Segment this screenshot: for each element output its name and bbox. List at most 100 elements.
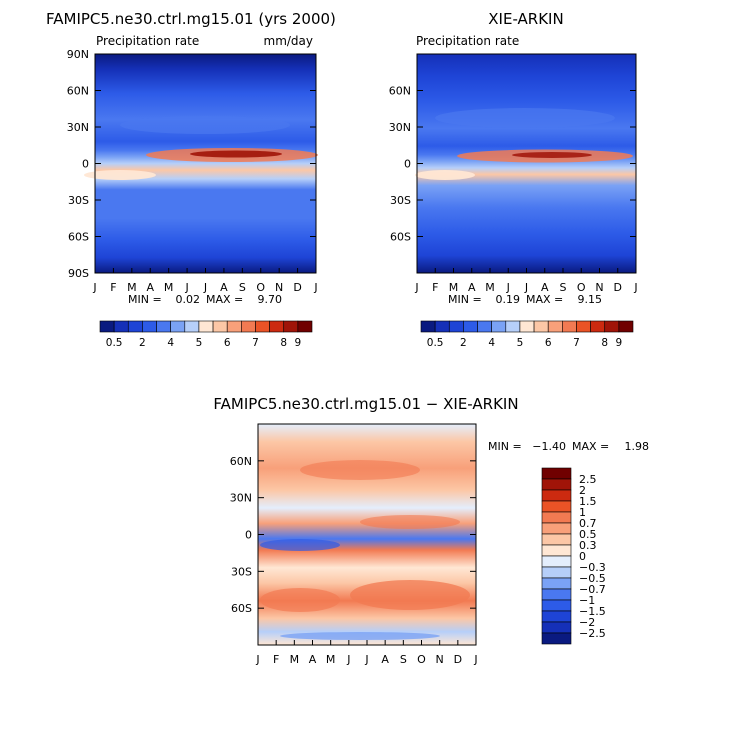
panel-diff-legend-label: −2: [579, 616, 595, 629]
panel-diff-legend-label: 1: [579, 506, 586, 519]
panel-diff-legend-swatch: [541, 610, 572, 623]
panel-model-field: [95, 54, 316, 273]
panel-obs-colorbar-swatch: [590, 320, 606, 333]
panel-model-colorbar-swatch: [255, 320, 270, 333]
panel-model-xtick-label: A: [220, 281, 228, 294]
panel-obs-colorbar-label: 0.5: [427, 337, 444, 349]
panel-diff-legend-swatch: [541, 588, 572, 601]
panel-diff-legend-label: −1.5: [579, 605, 606, 618]
panel-model-min-label: MIN =: [128, 293, 162, 306]
panel-model-colorbar-label: 7: [252, 337, 259, 349]
panel-model-colorbar-swatch: [113, 320, 129, 333]
panel-model-xtick-label: N: [275, 281, 283, 294]
panel-model-max-label: MAX =: [206, 293, 243, 306]
panel-diff-legend-swatch: [541, 489, 572, 502]
panel-model-colorbar-label: 4: [167, 337, 174, 349]
panel-obs-field: [417, 54, 636, 273]
panel-diff-legend-label: 2: [579, 484, 586, 497]
panel-model-xtick-label: J: [92, 281, 96, 294]
panel-model-xtick-label: M: [164, 281, 174, 294]
panel-obs-colorbar-swatch: [533, 320, 549, 333]
panel-obs-colorbar-label: 2: [460, 337, 467, 349]
panel-diff-legend-swatch: [541, 632, 572, 645]
panel-model-xtick-label: F: [110, 281, 116, 294]
panel-model-colorbar-label: 2: [139, 337, 146, 349]
panel-model-colorbar-swatch: [99, 320, 115, 333]
panel-diff-legend-swatch: [541, 621, 572, 634]
panel-obs-colorbar-swatch: [618, 320, 634, 333]
panel-obs-colorbar-label: 6: [545, 337, 552, 349]
panel-diff-xtick-label: O: [417, 653, 426, 666]
panel-model-colorbar-label: 9: [295, 337, 302, 349]
panel-obs-max-label: MAX =: [526, 293, 563, 306]
panel-model-ytick-label: 60S: [68, 231, 89, 244]
panel-obs-itcz-core: [512, 152, 592, 158]
panel-model-title: FAMIPC5.ne30.ctrl.mg15.01 (yrs 2000): [46, 10, 336, 28]
panel-diff-xtick-label: J: [346, 653, 350, 666]
panel-diff-legend-swatch: [541, 511, 572, 524]
panel-obs-ytick-label: 0: [404, 158, 411, 171]
panel-diff-xtick-label: D: [454, 653, 462, 666]
panel-model-colorbar-swatch: [198, 320, 214, 333]
panel-obs-colorbar-swatch: [576, 320, 591, 333]
panel-diff-xtick-label: M: [326, 653, 336, 666]
panel-obs-ytick-label: 30S: [390, 194, 411, 207]
panel-model-ytick-label: 0: [82, 158, 89, 171]
panel-model-subtitle: Precipitation rate: [96, 34, 199, 48]
panel-diff-xtick-label: M: [290, 653, 300, 666]
panel-diff-legend-label: −1: [579, 594, 595, 607]
panel-model-colorbar-label: 5: [196, 337, 203, 349]
panel-diff-ytick-label: 0: [245, 529, 252, 542]
panel-diff-legend-label: −0.3: [579, 561, 606, 574]
panel-model: FAMIPC5.ne30.ctrl.mg15.01 (yrs 2000) Pre…: [46, 10, 336, 349]
panel-obs-min-label: MIN =: [448, 293, 482, 306]
panel-diff-max-value: 1.98: [625, 440, 650, 453]
panel-model-colorbar-swatch: [170, 320, 186, 333]
panel-diff-max-label: MAX =: [572, 440, 609, 453]
panel-diff-legend-swatch: [541, 555, 572, 568]
panel-obs-colorbar-label: 9: [616, 337, 623, 349]
panel-diff-xtick-label: A: [381, 653, 389, 666]
panel-model-colorbar-label: 6: [224, 337, 231, 349]
panel-diff-legend-swatch: [541, 467, 572, 480]
panel-model-spcz: [84, 170, 156, 180]
panel-model-ytick-label: 90S: [68, 267, 89, 280]
panel-diff-ytick-label: 60N: [230, 455, 252, 468]
panel-obs-colorbar-label: 7: [573, 337, 580, 349]
panel-diff-legend-swatch: [541, 566, 572, 579]
panel-model-xtick-label: J: [313, 281, 317, 294]
panel-obs-colorbar-swatch: [477, 320, 492, 333]
panel-model-colorbar-swatch: [142, 320, 157, 333]
panel-diff-xtick-label: J: [364, 653, 368, 666]
panel-obs-colorbar-swatch: [562, 320, 577, 333]
panel-model-xtick-label: D: [293, 281, 301, 294]
panel-diff-legend-swatch: [541, 522, 572, 535]
panel-diff-legend-label: 0.7: [579, 517, 597, 530]
panel-model-itcz-core: [190, 150, 282, 158]
panel-diff-title: FAMIPC5.ne30.ctrl.mg15.01 − XIE-ARKIN: [213, 395, 518, 413]
panel-model-units: mm/day: [264, 34, 314, 48]
panel-model-colorbar-swatch: [184, 320, 200, 333]
panel-diff-legend-swatch: [541, 577, 572, 590]
panel-obs-colorbar-swatch: [505, 320, 521, 333]
panel-model-xtick-label: J: [184, 281, 188, 294]
panel-obs-colorbar-swatch: [434, 320, 450, 333]
panel-obs-mid-n: [435, 108, 615, 128]
panel-model-xtick-label: A: [146, 281, 154, 294]
panel-model-max-value: 9.70: [258, 293, 283, 306]
panel-obs-xtick-label: M: [485, 281, 495, 294]
panel-diff-ytick-label: 30S: [231, 565, 252, 578]
panel-obs-xtick-label: N: [595, 281, 603, 294]
panel-model-ytick-label: 60N: [67, 85, 89, 98]
panel-diff-legend-label: 0.5: [579, 528, 597, 541]
panel-model-ytick-label: 90N: [67, 48, 89, 61]
panel-model-colorbar-swatch: [226, 320, 242, 333]
panel-diff-legend-swatch: [541, 478, 572, 491]
panel-obs-spcz: [415, 170, 475, 180]
panel-obs-ytick-label: 60S: [390, 231, 411, 244]
panel-model-xtick-label: O: [256, 281, 265, 294]
panel-diff-legend-label: 2.5: [579, 473, 597, 486]
panel-diff-xtick-label: N: [436, 653, 444, 666]
panel-obs-xtick-label: A: [541, 281, 549, 294]
